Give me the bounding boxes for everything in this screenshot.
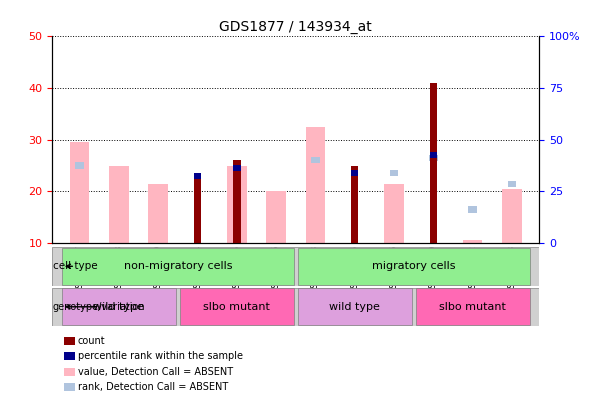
Text: genotype/variation: genotype/variation: [53, 302, 145, 312]
Bar: [298, 248, 530, 285]
Bar: [384, 183, 404, 243]
Bar: [298, 288, 412, 325]
Bar: [266, 192, 286, 243]
Bar: [311, 157, 320, 164]
Bar: [429, 155, 438, 161]
Text: value, Detection Call = ABSENT: value, Detection Call = ABSENT: [78, 367, 233, 377]
Title: GDS1877 / 143934_at: GDS1877 / 143934_at: [219, 20, 372, 34]
Bar: [148, 183, 168, 243]
Bar: [70, 142, 89, 243]
Text: slbo mutant: slbo mutant: [204, 302, 270, 312]
Bar: [227, 166, 246, 243]
Text: percentile rank within the sample: percentile rank within the sample: [78, 352, 243, 361]
Bar: [180, 288, 294, 325]
Text: rank, Detection Call = ABSENT: rank, Detection Call = ABSENT: [78, 382, 228, 392]
Bar: [390, 170, 398, 177]
Bar: [468, 206, 477, 213]
Bar: [233, 165, 240, 171]
Bar: [194, 173, 201, 179]
Bar: [62, 248, 294, 285]
Bar: [430, 83, 437, 243]
Bar: [502, 189, 522, 243]
Bar: [62, 288, 176, 325]
Text: wild type: wild type: [329, 302, 380, 312]
Text: count: count: [78, 336, 105, 346]
Text: cell type: cell type: [53, 261, 97, 271]
Bar: [109, 166, 129, 243]
Text: slbo mutant: slbo mutant: [439, 302, 506, 312]
Bar: [194, 179, 201, 243]
Bar: [463, 241, 482, 243]
Bar: [430, 152, 437, 158]
Bar: [416, 288, 530, 325]
Bar: [351, 170, 359, 177]
Bar: [508, 181, 516, 187]
Text: wild type: wild type: [93, 302, 144, 312]
Bar: [233, 160, 240, 243]
Bar: [306, 127, 326, 243]
Bar: [351, 166, 359, 243]
Bar: [75, 162, 84, 168]
Text: non-migratory cells: non-migratory cells: [124, 261, 232, 271]
Text: migratory cells: migratory cells: [372, 261, 455, 271]
